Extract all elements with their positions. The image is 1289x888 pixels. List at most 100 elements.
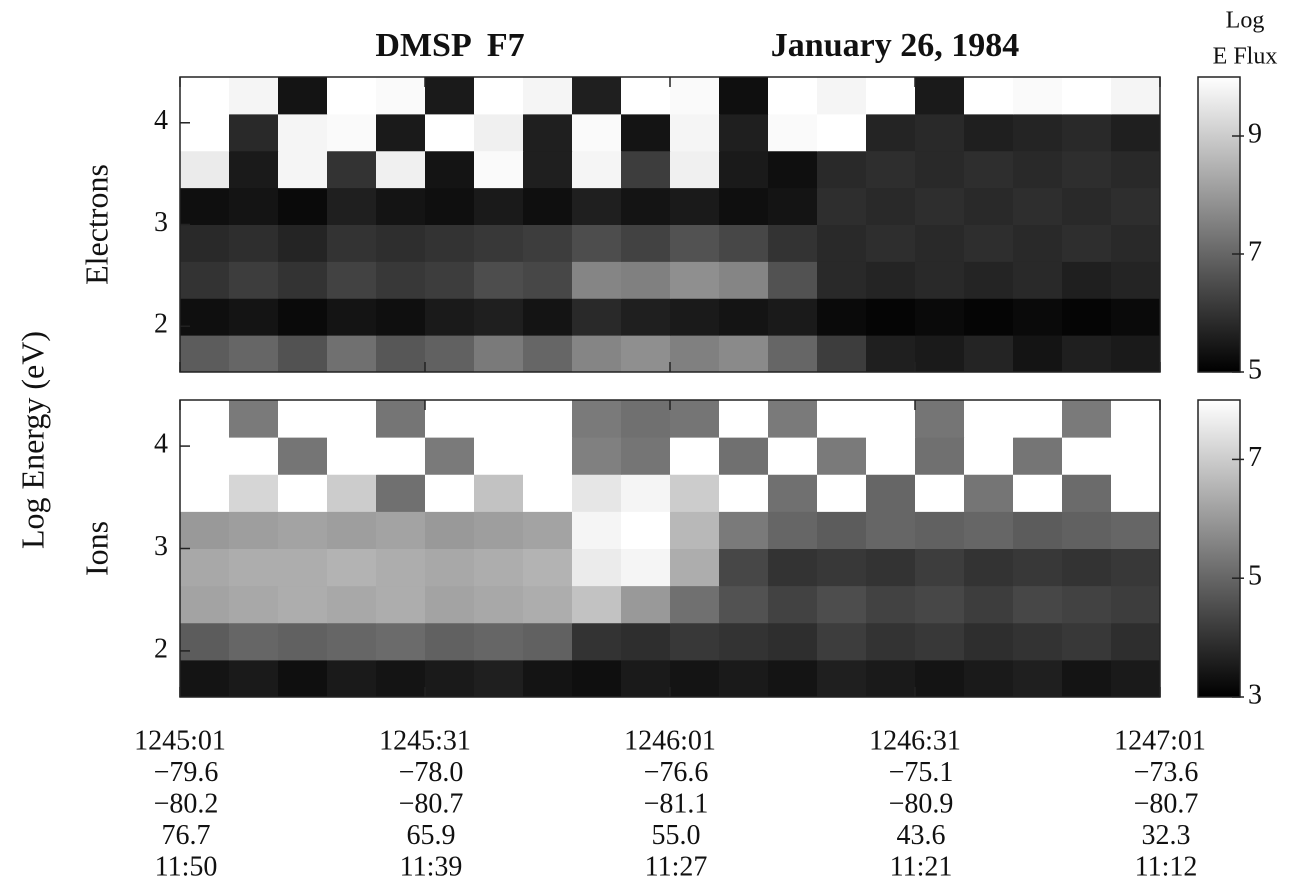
heat-cell [670, 511, 720, 549]
colorbar-title: E Flux [1213, 44, 1278, 70]
heat-cell [572, 437, 622, 475]
heat-cell [523, 113, 573, 152]
heat-cell [621, 224, 671, 262]
heat-cell [474, 400, 524, 438]
heat-cell [523, 298, 573, 336]
x-tick-label: 1247:01 [1114, 725, 1206, 756]
heat-cell [817, 622, 867, 661]
heat-cell [768, 150, 818, 189]
heat-cell [180, 548, 230, 587]
heat-cell [621, 622, 671, 661]
heat-cell [1062, 400, 1112, 438]
heat-cell [278, 474, 328, 512]
heat-cell [474, 150, 524, 189]
heat-cell [425, 659, 475, 698]
heat-cell [1062, 187, 1112, 225]
x-tick-label: 65.9 [407, 820, 456, 851]
heat-cell [278, 548, 328, 587]
heat-cell [719, 335, 769, 373]
heat-cell [1013, 437, 1063, 475]
heat-cell [376, 437, 426, 475]
x-tick-label: −79.6 [154, 757, 219, 788]
heat-cell [278, 659, 328, 698]
heat-cell [376, 150, 426, 189]
heat-cell [768, 224, 818, 262]
heat-cell [474, 437, 524, 475]
heat-cell [768, 659, 818, 698]
heat-cell [1062, 261, 1112, 299]
heat-cell [229, 437, 279, 475]
heat-cell [1013, 474, 1063, 512]
heat-cell [229, 77, 279, 115]
heat-cell [964, 261, 1014, 299]
x-tick-label: 76.7 [162, 820, 211, 851]
y-tick-label: 4 [154, 105, 168, 136]
heat-cell [572, 224, 622, 262]
heat-cell [180, 261, 230, 299]
heat-cell [1013, 261, 1063, 299]
x-tick-label: −80.9 [889, 788, 954, 819]
heat-cell [817, 659, 867, 698]
heat-cell [915, 659, 965, 698]
heat-cell [572, 77, 622, 115]
heat-cell [719, 187, 769, 225]
heat-cell [180, 187, 230, 225]
heat-cell [1062, 113, 1112, 152]
heat-cell [278, 261, 328, 299]
heat-cell [866, 585, 916, 624]
y-tick-label: 3 [154, 531, 168, 562]
heat-cell [327, 77, 377, 115]
x-tick-label: 11:39 [400, 851, 463, 882]
heat-cell [572, 400, 622, 438]
heat-cell [621, 77, 671, 115]
colorbar-title: Log [1226, 8, 1265, 34]
panel-label: Electrons [78, 164, 114, 285]
heat-cell [474, 474, 524, 512]
heat-cell [915, 298, 965, 336]
heat-cell [1062, 622, 1112, 661]
heat-cell [523, 150, 573, 189]
heat-cell [621, 437, 671, 475]
heat-cell [719, 437, 769, 475]
colorbar [1197, 76, 1241, 373]
heat-cell [376, 622, 426, 661]
heat-cell [425, 400, 475, 438]
heat-cell [817, 474, 867, 512]
heat-cell [964, 298, 1014, 336]
heat-cell [278, 335, 328, 373]
heat-cell [425, 511, 475, 549]
heat-cell [817, 511, 867, 549]
heat-cell [278, 77, 328, 115]
x-tick-label: 32.3 [1142, 820, 1191, 851]
heat-cell [768, 187, 818, 225]
heat-cell [1111, 585, 1161, 624]
heat-cell [1111, 511, 1161, 549]
heat-cell [523, 511, 573, 549]
colorbar [1197, 399, 1241, 698]
heat-cell [621, 400, 671, 438]
heat-cell [866, 298, 916, 336]
heat-cell [915, 113, 965, 152]
heat-cell [768, 585, 818, 624]
heat-cell [670, 659, 720, 698]
heat-cell [229, 224, 279, 262]
heat-cell [964, 335, 1014, 373]
heat-cell [866, 659, 916, 698]
heat-cell [376, 77, 426, 115]
heat-cell [376, 585, 426, 624]
heat-cell [180, 659, 230, 698]
heat-cell [964, 585, 1014, 624]
heat-cell [474, 622, 524, 661]
x-tick-label: −78.0 [399, 757, 464, 788]
heat-cell [376, 511, 426, 549]
heat-cell [1013, 511, 1063, 549]
x-tick-label: −80.7 [399, 788, 464, 819]
heat-cell [523, 474, 573, 512]
heat-cell [474, 261, 524, 299]
heat-cell [327, 113, 377, 152]
heat-cell [621, 474, 671, 512]
heat-cell [768, 548, 818, 587]
heat-cell [474, 298, 524, 336]
x-tick-label: 43.6 [897, 820, 946, 851]
heat-cell [425, 622, 475, 661]
